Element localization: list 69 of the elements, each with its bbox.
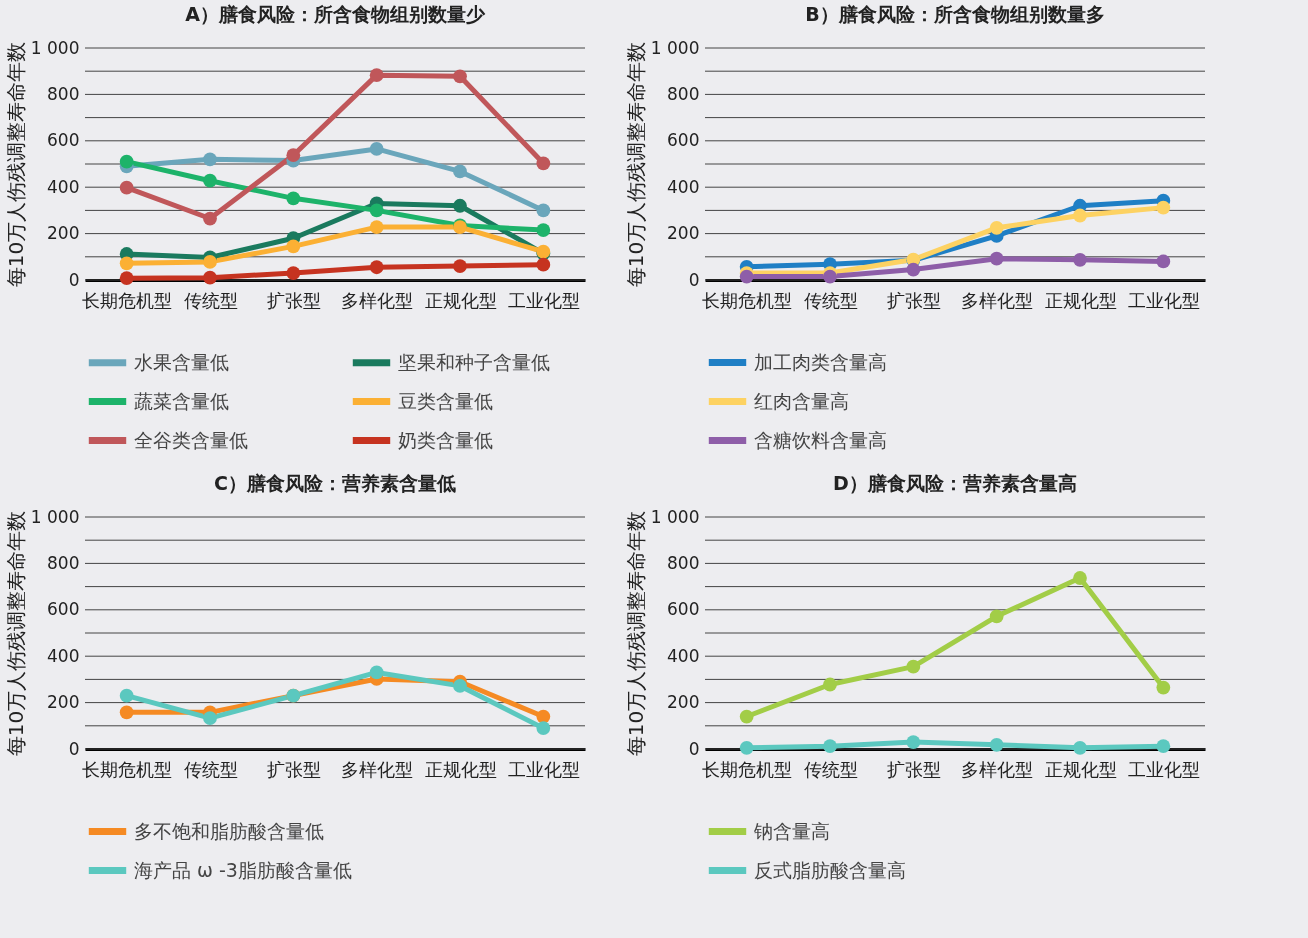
legend-label: 反式脂肪酸含量高 (754, 858, 906, 881)
y-tick-label: 0 (688, 738, 700, 759)
y-tick-label: 400 (47, 176, 80, 197)
y-axis-title: 每10万人伤残调整寿命年数 (623, 510, 648, 757)
x-tick-label: 工业化型 (507, 758, 580, 780)
y-tick-label: 800 (47, 552, 80, 573)
legend-label: 全谷类含量低 (134, 428, 248, 451)
y-tick-label: 0 (688, 269, 700, 290)
y-tick-label: 800 (47, 83, 80, 104)
x-tick-label: 长期危机型 (82, 289, 173, 311)
y-tick-label: 600 (667, 599, 700, 620)
legend-label: 蔬菜含量低 (134, 389, 229, 412)
legend-label: 含糖饮料含量高 (754, 428, 887, 451)
x-tick-label: 工业化型 (507, 289, 580, 311)
y-tick-label: 200 (667, 223, 700, 244)
y-axis-title: 每10万人伤残调整寿命年数 (3, 510, 28, 757)
y-tick-label: 1 000 (650, 506, 700, 527)
y-tick-label: 600 (667, 130, 700, 151)
y-tick-label: 200 (47, 692, 80, 713)
legend-label: 红肉含量高 (754, 389, 849, 412)
y-tick-label: 0 (68, 269, 80, 290)
y-tick-label: 200 (667, 692, 700, 713)
x-tick-label: 多样化型 (341, 758, 414, 780)
x-tick-label: 多样化型 (961, 289, 1034, 311)
legend-label: 坚果和种子含量低 (398, 350, 550, 373)
y-axis-title: 每10万人伤残调整寿命年数 (3, 41, 28, 288)
x-tick-label: 传统型 (803, 289, 858, 311)
chart-title: D）膳食风险：营养素含量高 (833, 472, 1077, 494)
x-tick-label: 多样化型 (341, 289, 414, 311)
y-tick-label: 800 (667, 83, 700, 104)
x-tick-label: 长期危机型 (702, 289, 793, 311)
y-tick-label: 400 (47, 645, 80, 666)
y-tick-label: 200 (47, 223, 80, 244)
y-tick-label: 1 000 (650, 37, 700, 58)
y-tick-label: 400 (667, 176, 700, 197)
y-tick-label: 600 (47, 130, 80, 151)
x-tick-label: 正规化型 (424, 289, 497, 311)
y-tick-label: 1 000 (30, 506, 80, 527)
legend-label: 海产品 ω -3脂肪酸含量低 (134, 858, 352, 881)
x-tick-label: 扩张型 (886, 758, 941, 780)
chart-title: B）膳食风险：所含食物组别数量多 (805, 3, 1105, 25)
y-tick-label: 800 (667, 552, 700, 573)
legend-label: 豆类含量低 (398, 389, 493, 412)
x-tick-label: 正规化型 (1044, 758, 1117, 780)
x-tick-label: 长期危机型 (82, 758, 173, 780)
x-tick-label: 扩张型 (266, 758, 321, 780)
y-tick-label: 400 (667, 645, 700, 666)
y-tick-label: 600 (47, 599, 80, 620)
x-tick-label: 工业化型 (1127, 758, 1200, 780)
legend-label: 奶类含量低 (398, 428, 493, 451)
y-tick-label: 0 (68, 738, 80, 759)
x-tick-label: 传统型 (803, 758, 858, 780)
x-tick-label: 扩张型 (886, 289, 941, 311)
x-tick-label: 工业化型 (1127, 289, 1200, 311)
legend-label: 钠含量高 (753, 819, 830, 842)
chart-title: C）膳食风险：营养素含量低 (214, 472, 456, 494)
x-tick-label: 传统型 (183, 289, 238, 311)
x-tick-label: 正规化型 (1044, 289, 1117, 311)
legend-label: 多不饱和脂肪酸含量低 (134, 819, 324, 842)
x-tick-label: 传统型 (183, 758, 238, 780)
x-tick-label: 扩张型 (266, 289, 321, 311)
x-tick-label: 多样化型 (961, 758, 1034, 780)
x-tick-label: 长期危机型 (702, 758, 793, 780)
legend-label: 加工肉类含量高 (754, 350, 887, 373)
y-tick-label: 1 000 (30, 37, 80, 58)
legend-label: 水果含量低 (134, 350, 229, 373)
chart-title: A）膳食风险：所含食物组别数量少 (185, 3, 486, 25)
y-axis-title: 每10万人伤残调整寿命年数 (623, 41, 648, 288)
x-tick-label: 正规化型 (424, 758, 497, 780)
